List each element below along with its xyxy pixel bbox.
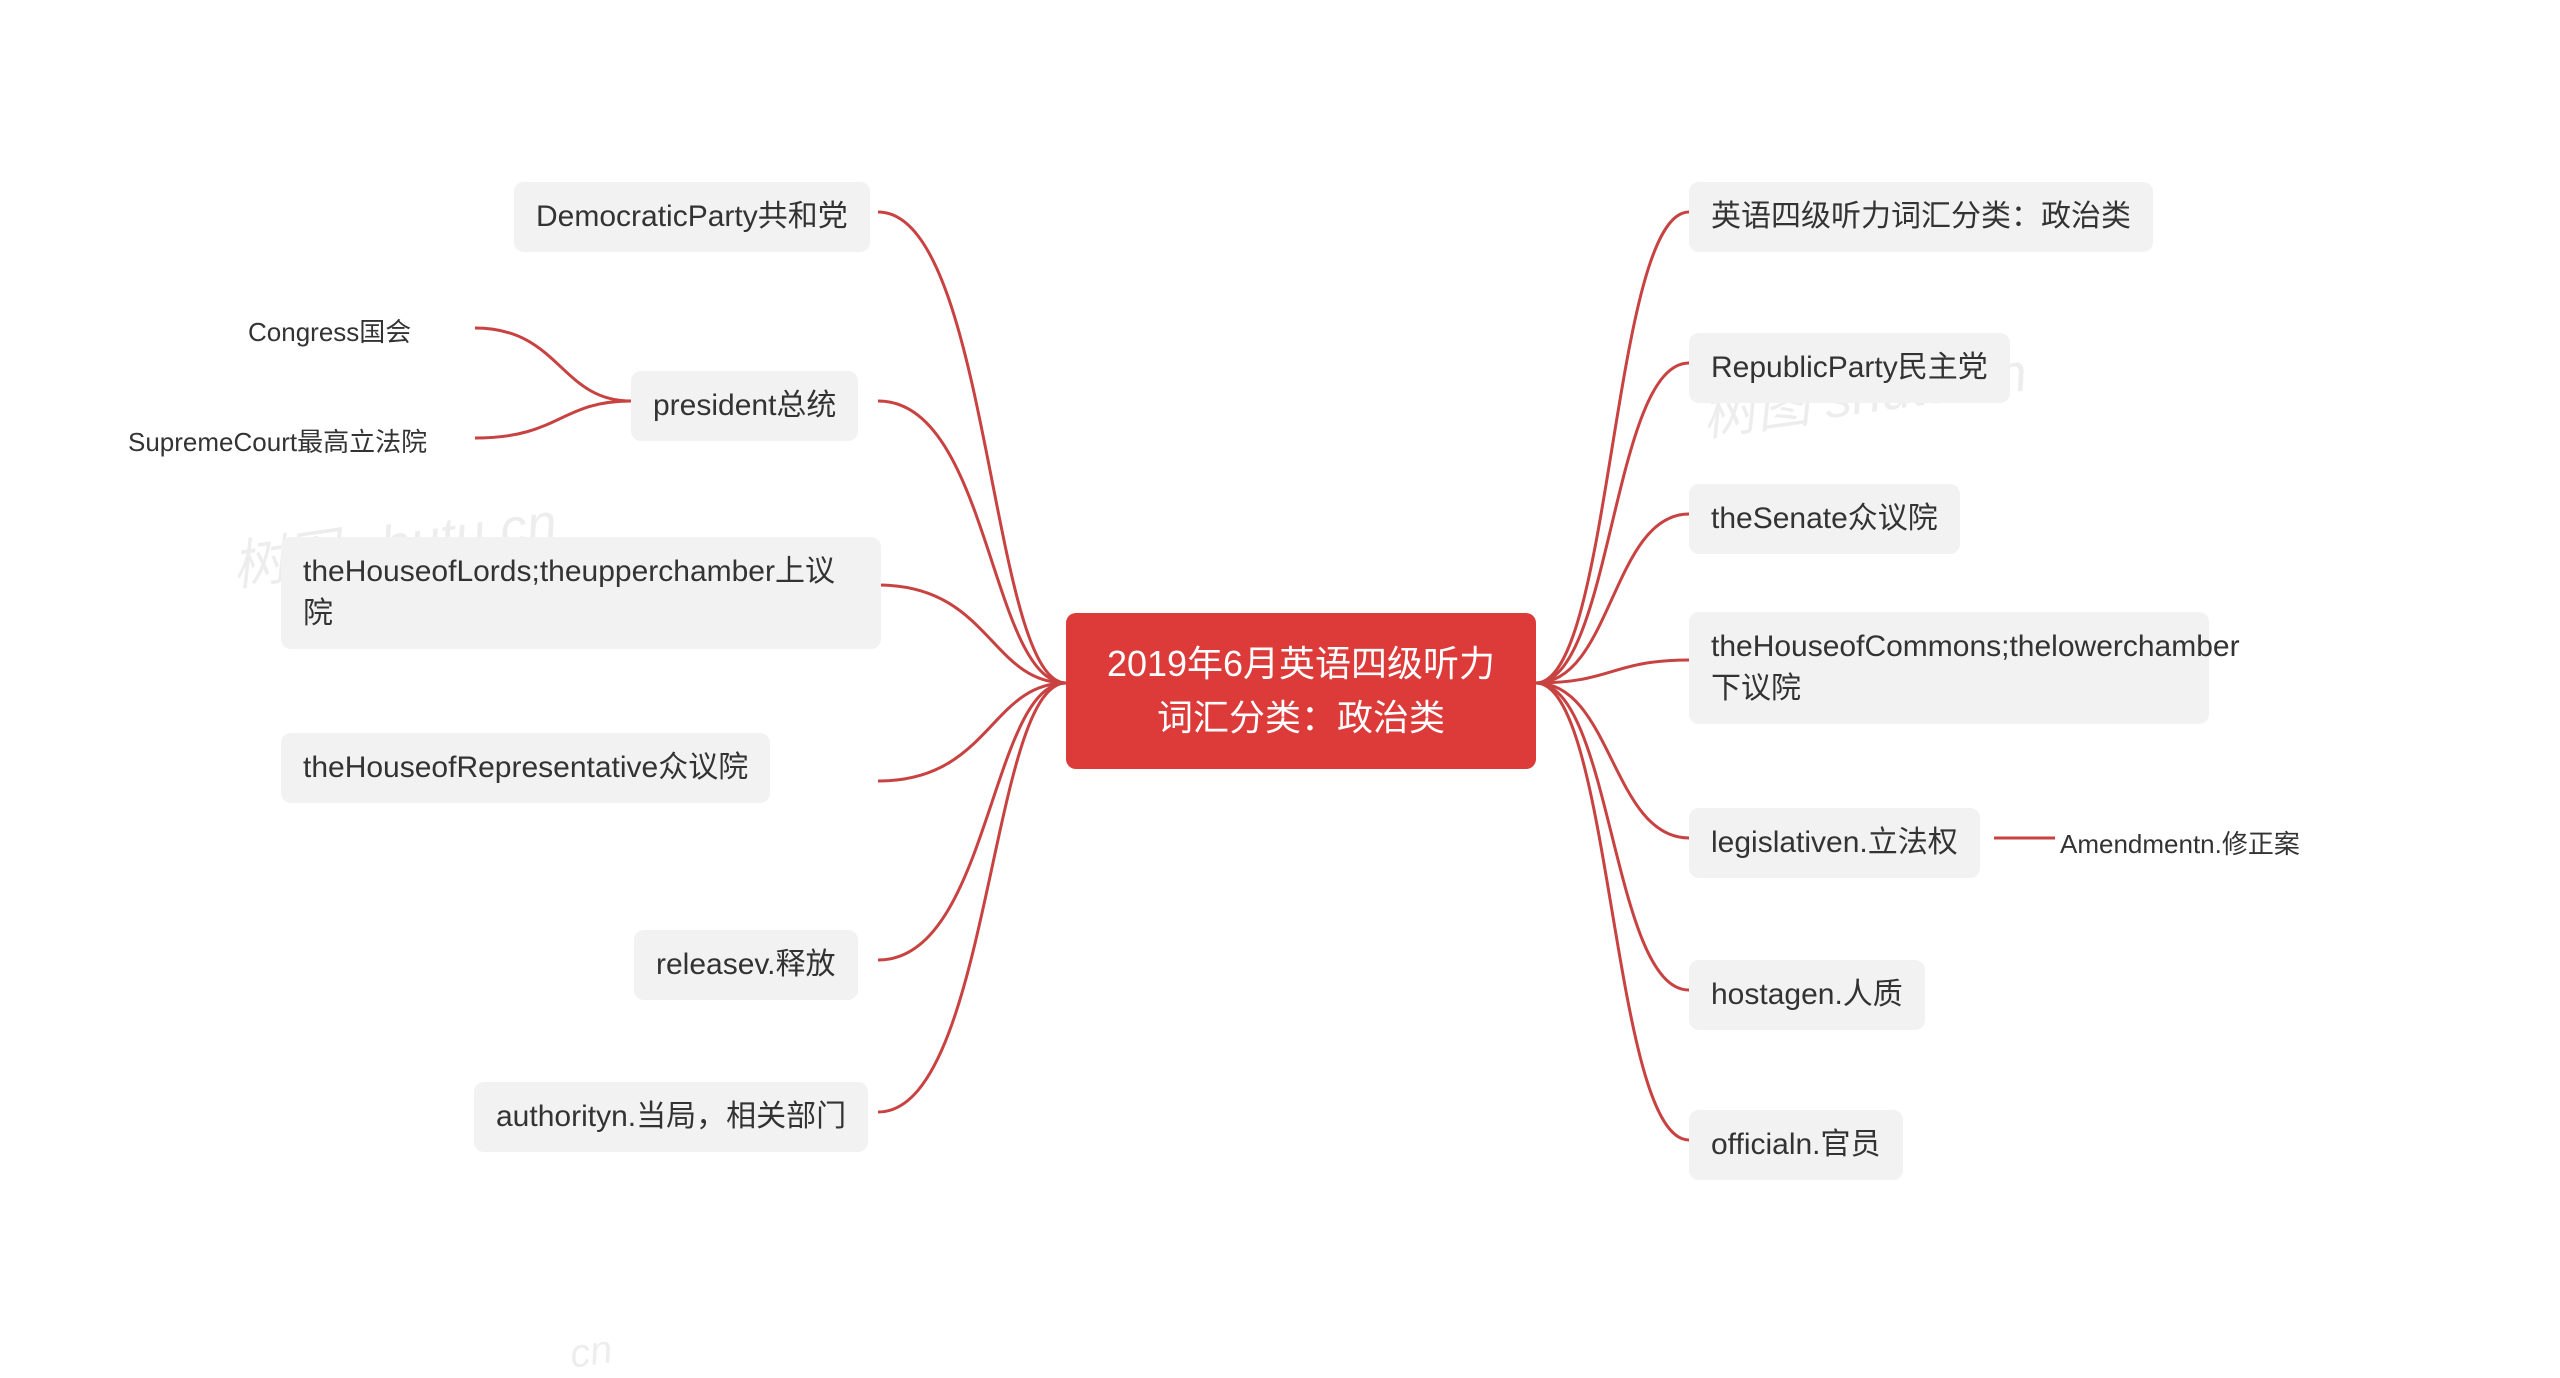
right-node-republic-party[interactable]: RepublicParty民主党 bbox=[1689, 333, 2010, 403]
left-node-authority[interactable]: authorityn.当局，相关部门 bbox=[474, 1082, 868, 1152]
left-node-democratic-party[interactable]: DemocraticParty共和党 bbox=[514, 182, 870, 252]
right-node-hostage[interactable]: hostagen.人质 bbox=[1689, 960, 1925, 1030]
right-node-house-of-commons[interactable]: theHouseofCommons;thelowerchamber下议院 bbox=[1689, 612, 2209, 724]
right-node-listening-vocab[interactable]: 英语四级听力词汇分类：政治类 bbox=[1689, 182, 2153, 252]
left-node-release[interactable]: releasev.释放 bbox=[634, 930, 858, 1000]
left-node-house-of-representative[interactable]: theHouseofRepresentative众议院 bbox=[281, 733, 770, 803]
center-node[interactable]: 2019年6月英语四级听力 词汇分类：政治类 bbox=[1066, 613, 1536, 769]
right-node-senate[interactable]: theSenate众议院 bbox=[1689, 484, 1960, 554]
grandchild-supreme-court[interactable]: SupremeCourt最高立法院 bbox=[128, 422, 427, 459]
grandchild-amendment[interactable]: Amendmentn.修正案 bbox=[2060, 824, 2300, 861]
grandchild-congress[interactable]: Congress国会 bbox=[248, 312, 411, 349]
right-node-legislative[interactable]: legislativen.立法权 bbox=[1689, 808, 1980, 878]
left-node-house-of-lords[interactable]: theHouseofLords;theupperchamber上议院 bbox=[281, 537, 881, 649]
left-node-president[interactable]: president总统 bbox=[631, 371, 858, 441]
right-node-official[interactable]: officialn.官员 bbox=[1689, 1110, 1903, 1180]
watermark-3: cn bbox=[567, 1327, 615, 1377]
